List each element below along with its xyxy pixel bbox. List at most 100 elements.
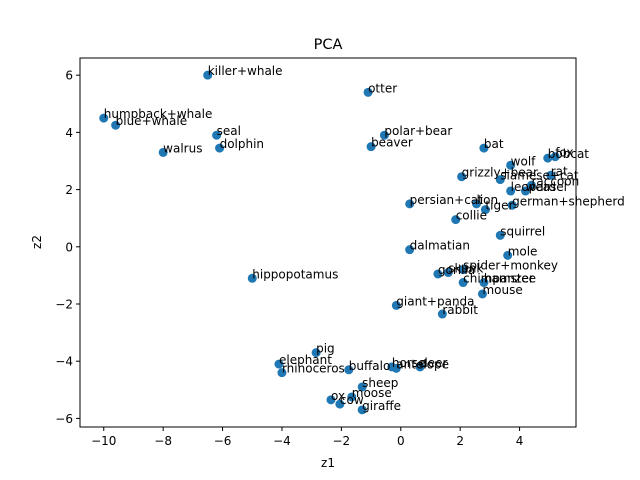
scatter-point [477, 289, 487, 299]
x-tick-label: −8 [154, 434, 172, 448]
point-label: persian+cat [410, 193, 483, 207]
scatter-point [274, 359, 284, 369]
x-tick-label: 4 [516, 434, 524, 448]
points-layer [99, 70, 560, 415]
scatter-point [311, 348, 321, 358]
scatter-point [335, 399, 345, 409]
point-label: horse [392, 356, 426, 370]
point-label: collie [456, 209, 487, 223]
point-label: tiger [485, 199, 513, 213]
point-label: grizzly+bear [462, 166, 538, 180]
point-label: sheep [362, 376, 398, 390]
point-label: deer [420, 356, 447, 370]
scatter-point [363, 87, 373, 97]
point-label: wolf [511, 154, 536, 168]
scatter-point [472, 199, 481, 209]
point-label: squirrel [500, 224, 545, 238]
point-label: mouse [482, 283, 522, 297]
y-tick-label: −4 [55, 355, 73, 369]
scatter-point [433, 269, 443, 279]
point-label: ox [331, 389, 345, 403]
y-axis-label: z2 [30, 235, 44, 249]
scatter-point [344, 365, 354, 375]
scatter-point [506, 160, 516, 170]
x-tick-label: −10 [91, 434, 116, 448]
scatter-point [526, 180, 536, 190]
point-label: giraffe [362, 399, 401, 413]
point-label: spider+monkey [463, 259, 558, 273]
point-label: raccoon [531, 174, 579, 188]
point-label: skunk [448, 262, 483, 276]
y-tick-label: −6 [55, 412, 73, 426]
scatter-point [357, 405, 367, 415]
scatter-point [543, 153, 553, 163]
point-label: mole [508, 244, 538, 258]
point-label: weasel [526, 180, 568, 194]
point-label: rabbit [442, 303, 478, 317]
scatter-point [506, 186, 516, 196]
point-label: fox [555, 146, 573, 160]
scatter-point [479, 143, 489, 153]
y-tick-label: 0 [65, 240, 73, 254]
scatter-point [215, 143, 225, 153]
scatter-point [457, 172, 467, 182]
scatter-point [480, 205, 490, 215]
scatter-point [366, 142, 376, 152]
scatter-point [495, 230, 505, 240]
scatter-point [405, 245, 415, 255]
scatter-point [546, 170, 556, 180]
x-axis-label: z1 [321, 456, 335, 470]
point-label: leopard [511, 180, 556, 194]
x-tick-label: −2 [333, 434, 351, 448]
x-axis: −10 −8 −6 −4 −2 0 2 4 [91, 427, 523, 448]
scatter-point [158, 147, 168, 157]
x-tick-label: 2 [456, 434, 464, 448]
scatter-point [326, 395, 336, 405]
x-tick-label: 0 [397, 434, 405, 448]
scatter-point [507, 200, 517, 210]
point-label: rhinoceros [282, 362, 345, 376]
x-tick-label: −4 [273, 434, 291, 448]
point-label: bat [484, 137, 504, 151]
point-label: beaver [371, 136, 413, 150]
point-label: cow [340, 393, 364, 407]
scatter-point [458, 265, 468, 275]
point-label: giant+panda [396, 294, 474, 308]
scatter-point [437, 309, 447, 319]
scatter-point [451, 215, 461, 225]
point-label: humpback+whale [104, 107, 213, 121]
plot-area-frame [79, 57, 577, 428]
scatter-point [99, 113, 109, 123]
point-label: moose [352, 386, 392, 400]
point-label: rat [551, 164, 568, 178]
scatter-point [111, 120, 121, 130]
point-label: walrus [163, 141, 202, 155]
point-label: seal [217, 124, 241, 138]
scatter-point [521, 186, 531, 196]
point-label: german+shepherd [512, 194, 625, 208]
chart-title: PCA [314, 37, 343, 53]
scatter-point [405, 199, 415, 209]
point-label: otter [368, 81, 397, 95]
point-label: dalmatian [410, 239, 470, 253]
scatter-point [212, 130, 222, 140]
scatter-point [550, 152, 560, 162]
scatter-point [495, 175, 505, 185]
point-label: buffalo [349, 359, 391, 373]
point-label: lion [477, 193, 499, 207]
scatter-point [347, 392, 357, 402]
scatter-point [503, 250, 513, 260]
y-axis: −6 −4 −2 0 2 4 6 [55, 69, 80, 426]
point-label: elephant [279, 353, 332, 367]
point-label: gorilla [438, 263, 475, 277]
y-tick-label: 2 [65, 183, 73, 197]
y-tick-label: −2 [55, 298, 73, 312]
scatter-point [277, 368, 287, 378]
point-label: hamster [484, 272, 534, 286]
scatter-point [357, 382, 367, 392]
scatter-point [415, 362, 425, 372]
point-label: siamese+cat [500, 169, 579, 183]
scatter-point [479, 278, 489, 288]
scatter-point [443, 268, 453, 278]
